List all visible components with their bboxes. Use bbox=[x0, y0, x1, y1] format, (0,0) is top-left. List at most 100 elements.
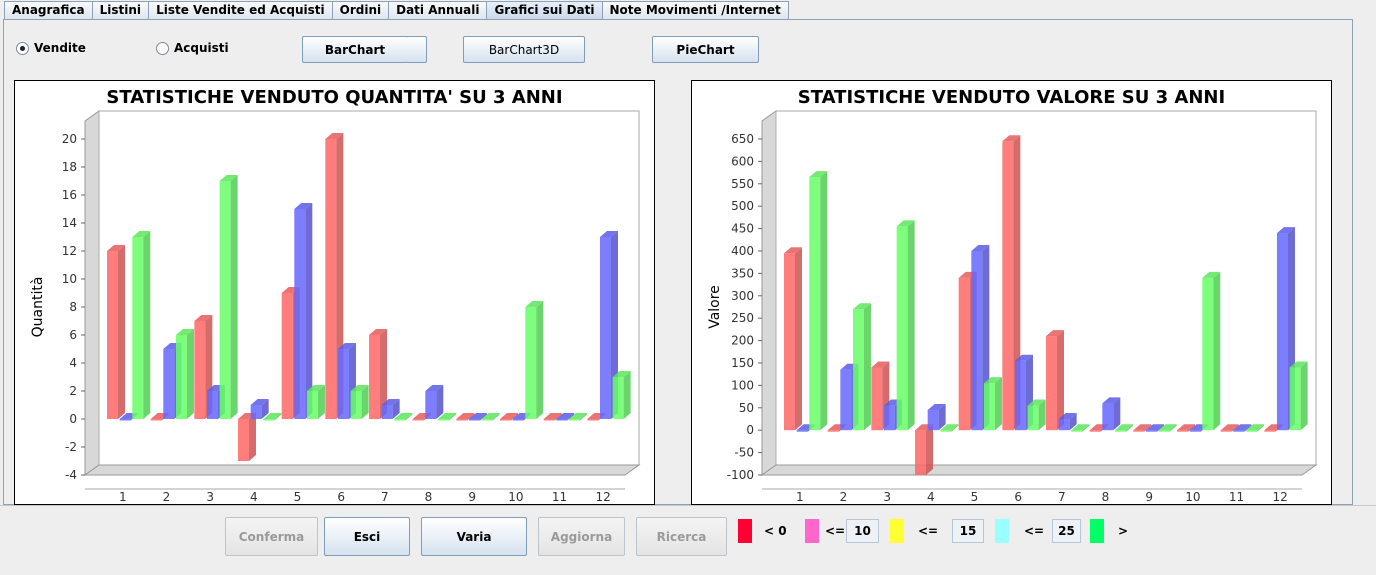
bar-side bbox=[1213, 271, 1221, 431]
x-tick-label: 6 bbox=[1014, 490, 1022, 504]
radio-acquisti[interactable]: Acquisti bbox=[156, 41, 229, 55]
bar bbox=[927, 404, 946, 431]
aggiorna-button[interactable]: Aggiorna bbox=[538, 517, 625, 556]
y-tick-label: -100 bbox=[727, 468, 754, 482]
bar-front bbox=[1014, 360, 1026, 431]
legend-threshold-15[interactable]: 15 bbox=[952, 519, 984, 543]
bar bbox=[1177, 424, 1195, 432]
tab-listini[interactable]: Listini bbox=[91, 1, 150, 19]
radio-acquisti-dot[interactable] bbox=[156, 41, 169, 55]
barchart-button-extra[interactable] bbox=[406, 36, 427, 63]
bar bbox=[1245, 424, 1264, 432]
y-tick-label: 350 bbox=[731, 266, 754, 280]
bar-front bbox=[587, 419, 599, 421]
ricerca-button[interactable]: Ricerca bbox=[636, 517, 727, 556]
x-tick-label: 1 bbox=[796, 490, 804, 504]
bar bbox=[1233, 424, 1252, 432]
bar bbox=[500, 413, 518, 421]
bar bbox=[525, 301, 544, 419]
bar-front bbox=[1264, 430, 1276, 432]
tab-grafici-sui-dati[interactable]: Grafici sui Dati bbox=[486, 1, 603, 20]
y-axis-label: Quantità bbox=[30, 277, 46, 338]
bar-side bbox=[186, 329, 194, 419]
legend-threshold-10[interactable]: 10 bbox=[846, 519, 879, 543]
bar-front bbox=[568, 419, 580, 421]
y-tick-label: -2 bbox=[65, 440, 77, 454]
bar-side bbox=[479, 413, 487, 421]
bar-front bbox=[1133, 430, 1145, 432]
conferma-button[interactable]: Conferma bbox=[225, 517, 318, 556]
bar-top bbox=[1233, 424, 1252, 431]
bar bbox=[612, 371, 631, 419]
bar-side bbox=[511, 413, 518, 421]
piechart-button[interactable]: PieChart bbox=[652, 36, 759, 63]
varia-button[interactable]: Varia bbox=[421, 517, 527, 556]
esci-button[interactable]: Esci bbox=[324, 517, 410, 556]
bar-top bbox=[568, 413, 587, 419]
y-tick-label: 6 bbox=[69, 328, 77, 342]
legend-label-le10: <= bbox=[825, 524, 846, 538]
bar-front bbox=[784, 253, 795, 431]
y-axis-label: Valore bbox=[707, 285, 723, 329]
bar-top bbox=[784, 247, 802, 254]
radio-vendite-dot[interactable] bbox=[16, 41, 29, 55]
bar bbox=[896, 220, 915, 431]
bar-side bbox=[448, 413, 456, 421]
bar-front bbox=[915, 430, 926, 475]
bar-top bbox=[219, 175, 238, 181]
y-tick-label: 250 bbox=[731, 311, 754, 325]
y-tick-label: -50 bbox=[734, 446, 754, 460]
barchart-button[interactable]: BarChart bbox=[302, 36, 408, 63]
bar-top bbox=[1002, 135, 1021, 142]
bar-front bbox=[1289, 367, 1301, 431]
bar-top bbox=[394, 413, 413, 419]
bar-top bbox=[1177, 424, 1195, 431]
tab-ordini[interactable]: Ordini bbox=[331, 1, 390, 19]
bar-side bbox=[994, 377, 1002, 431]
bar-front bbox=[599, 237, 611, 419]
bar bbox=[1202, 271, 1221, 431]
legend-threshold-25[interactable]: 25 bbox=[1052, 519, 1081, 543]
bar-top bbox=[1245, 424, 1264, 431]
bar-front bbox=[107, 251, 118, 419]
bar-side bbox=[305, 203, 313, 419]
bar-front bbox=[394, 419, 406, 421]
y-tick-label: 550 bbox=[731, 177, 754, 191]
bar-side bbox=[143, 231, 151, 419]
bar-top bbox=[381, 399, 400, 405]
bar-top bbox=[337, 343, 356, 349]
tab-dati-annuali[interactable]: Dati Annuali bbox=[388, 1, 488, 19]
bar-front bbox=[1102, 403, 1114, 431]
bar-top bbox=[871, 361, 890, 368]
bar bbox=[1220, 424, 1239, 432]
bar bbox=[568, 413, 587, 421]
bar bbox=[543, 413, 562, 421]
y-tick-label: 650 bbox=[731, 132, 754, 146]
bar-front bbox=[1089, 430, 1101, 432]
bar-side bbox=[261, 399, 269, 419]
bar-top bbox=[369, 329, 387, 335]
tab-strip: Anagrafica Listini Liste Vendite ed Acquis… bbox=[4, 1, 789, 20]
tab-liste-vendite-ed-acquisti[interactable]: Liste Vendite ed Acquisti bbox=[148, 1, 333, 19]
bar-front bbox=[1189, 430, 1201, 432]
legend-swatch-red bbox=[738, 519, 752, 543]
x-tick-label: 4 bbox=[250, 490, 258, 504]
bar-front bbox=[425, 391, 437, 419]
bar bbox=[556, 413, 575, 421]
bar-side bbox=[567, 413, 575, 421]
bar-top bbox=[1102, 397, 1121, 404]
bar bbox=[468, 413, 487, 421]
bar bbox=[425, 385, 444, 419]
bar bbox=[1027, 399, 1046, 431]
bar-front bbox=[871, 367, 883, 431]
bar-side bbox=[907, 220, 915, 431]
bar-side bbox=[795, 247, 802, 431]
tab-anagrafica[interactable]: Anagrafica bbox=[4, 1, 93, 19]
barchart3d-button[interactable]: BarChart3D bbox=[463, 36, 585, 63]
legend-swatch-cyan bbox=[995, 519, 1009, 543]
radio-vendite[interactable]: Vendite bbox=[16, 41, 86, 55]
bar-top bbox=[1133, 424, 1152, 431]
bar-front bbox=[437, 419, 449, 421]
chart-title: STATISTICHE VENDUTO QUANTITA' SU 3 ANNI bbox=[106, 87, 562, 108]
tab-note-movimenti-internet[interactable]: Note Movimenti /Internet bbox=[601, 1, 789, 19]
